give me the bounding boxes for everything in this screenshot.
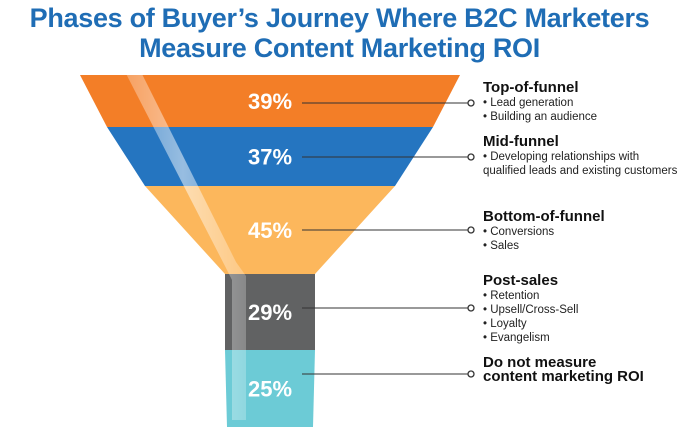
- callout-dot-2: [467, 153, 475, 161]
- stage-item-4-2: • Upsell/Cross-Sell: [483, 304, 578, 316]
- stage-item-3-1: • Conversions: [483, 226, 554, 238]
- stage-title-5: Do not measure: [483, 354, 596, 371]
- callout-dot-4: [467, 304, 475, 312]
- callout-dot-5: [467, 370, 475, 378]
- funnel-segment-4: [225, 274, 315, 350]
- stage-title-4: Post-sales: [483, 272, 558, 289]
- stage-item-4-4: • Evangelism: [483, 332, 550, 344]
- callout-dot-3: [467, 226, 475, 234]
- funnel-segment-5: [225, 350, 315, 427]
- chart-title-line-2: Measure Content Marketing ROI: [139, 33, 540, 63]
- chart-title: Phases of Buyer’s Journey Where B2C Mark…: [0, 3, 679, 63]
- stage-item-4-1: • Retention: [483, 290, 539, 302]
- stage-title-5-line-2: content marketing ROI: [483, 368, 644, 385]
- stage-item-3-2: • Sales: [483, 240, 519, 252]
- callout-dot-1: [467, 99, 475, 107]
- funnel-value-label-3: 45%: [248, 218, 292, 243]
- stage-item-4-3: • Loyalty: [483, 318, 527, 330]
- stage-title-2: Mid-funnel: [483, 133, 559, 150]
- funnel-value-label-5: 25%: [248, 377, 292, 402]
- stage-title-3: Bottom-of-funnel: [483, 208, 605, 225]
- stage-item-1-2: • Building an audience: [483, 111, 597, 123]
- stage-item-1-1: • Lead generation: [483, 97, 573, 109]
- chart-title-line-1: Phases of Buyer’s Journey Where B2C Mark…: [29, 3, 650, 33]
- funnel-value-label-2: 37%: [248, 145, 292, 170]
- funnel-highlight: [120, 62, 246, 420]
- stage-item-2-1: • Developing relationships with: [483, 151, 639, 163]
- funnel-value-label-4: 29%: [248, 300, 292, 325]
- funnel-value-label-1: 39%: [248, 89, 292, 114]
- stage-item-2-2: qualified leads and existing customers: [483, 165, 678, 177]
- funnel-segment-1: [80, 75, 460, 127]
- stage-title-1: Top-of-funnel: [483, 79, 579, 96]
